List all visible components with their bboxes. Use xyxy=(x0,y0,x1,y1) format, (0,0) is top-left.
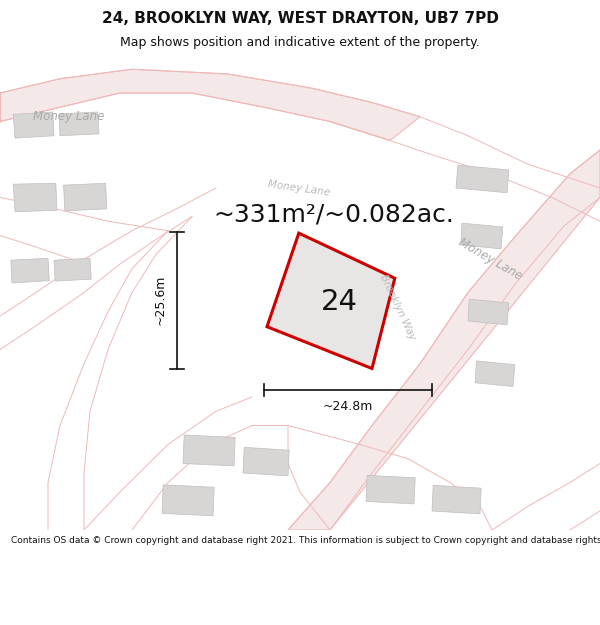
Text: Money Lane: Money Lane xyxy=(267,179,331,198)
Text: 24: 24 xyxy=(320,288,358,316)
Polygon shape xyxy=(288,150,600,530)
Polygon shape xyxy=(243,448,289,476)
Polygon shape xyxy=(183,435,235,466)
Polygon shape xyxy=(54,258,91,281)
Polygon shape xyxy=(461,223,503,249)
Polygon shape xyxy=(267,233,395,369)
Text: ~331m²/~0.082ac.: ~331m²/~0.082ac. xyxy=(213,202,454,226)
Polygon shape xyxy=(456,165,509,192)
Text: ~25.6m: ~25.6m xyxy=(153,275,166,325)
Text: 24, BROOKLYN WAY, WEST DRAYTON, UB7 7PD: 24, BROOKLYN WAY, WEST DRAYTON, UB7 7PD xyxy=(101,11,499,26)
Polygon shape xyxy=(64,183,107,211)
Polygon shape xyxy=(0,69,420,141)
Text: Contains OS data © Crown copyright and database right 2021. This information is : Contains OS data © Crown copyright and d… xyxy=(11,536,600,545)
Polygon shape xyxy=(13,112,54,138)
Polygon shape xyxy=(468,299,509,325)
Text: Money Lane: Money Lane xyxy=(33,110,104,123)
Polygon shape xyxy=(366,476,415,504)
Polygon shape xyxy=(13,183,57,212)
Polygon shape xyxy=(475,361,515,386)
Polygon shape xyxy=(59,112,99,136)
Text: Brooklyn Way: Brooklyn Way xyxy=(378,272,417,341)
Polygon shape xyxy=(11,258,49,283)
Polygon shape xyxy=(432,486,481,514)
Text: Map shows position and indicative extent of the property.: Map shows position and indicative extent… xyxy=(120,36,480,49)
Text: Money Lane: Money Lane xyxy=(456,236,524,282)
Text: ~24.8m: ~24.8m xyxy=(323,401,373,413)
Polygon shape xyxy=(162,485,214,516)
